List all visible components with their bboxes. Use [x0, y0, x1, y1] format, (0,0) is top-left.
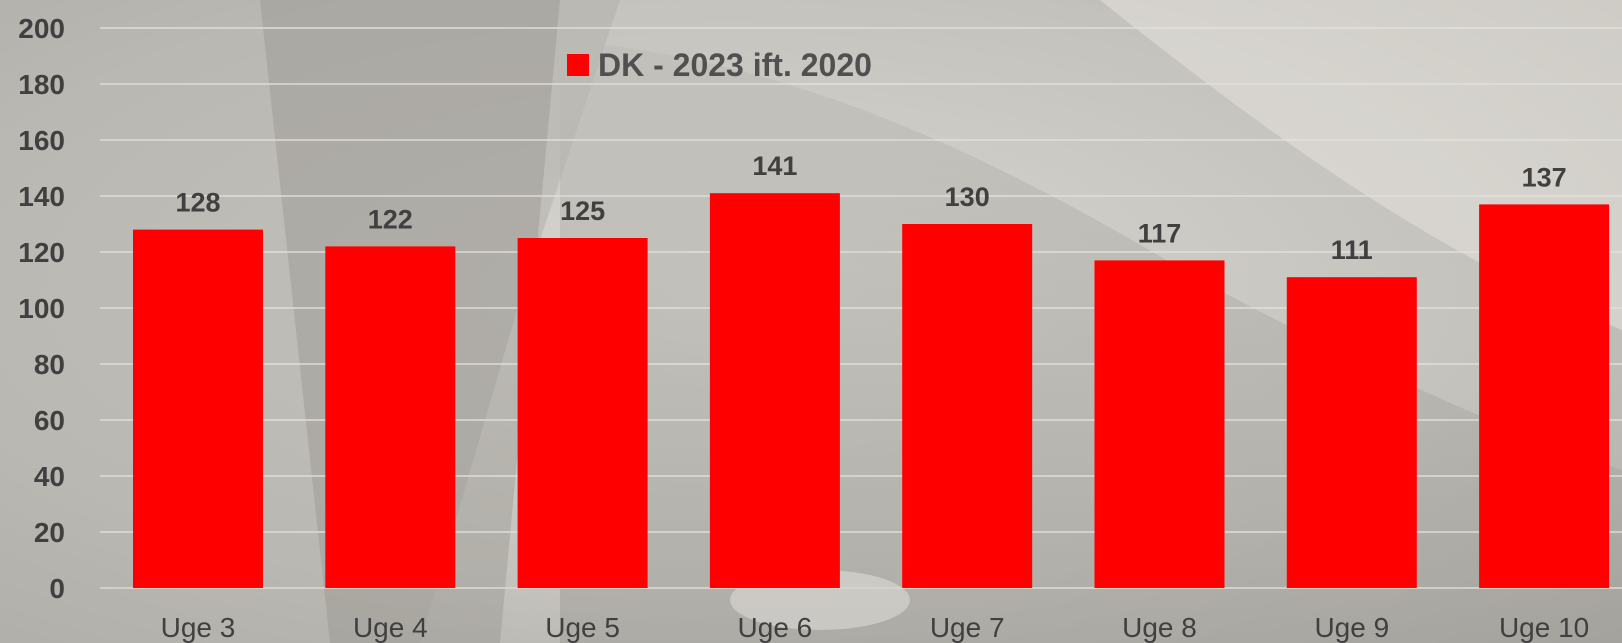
x-tick-label: Uge 5 [545, 612, 620, 643]
data-label: 117 [1138, 218, 1182, 248]
bar [133, 229, 263, 588]
x-axis-ticks: Uge 3 Uge 4 Uge 5 Uge 6 Uge 7 Uge 8 Uge 9 Uge 1… [161, 612, 1590, 643]
y-tick-label: 140 [18, 181, 65, 212]
y-tick-label: 80 [34, 349, 65, 380]
data-labels: 128 122 125 141 130 117 111 137 [175, 151, 1566, 265]
x-tick-label: Uge 6 [738, 612, 813, 643]
legend-swatch [567, 54, 589, 76]
data-label: 125 [560, 196, 605, 226]
y-axis-ticks: 0 20 40 60 80 100 120 140 160 180 200 [18, 13, 65, 604]
data-label: 141 [752, 151, 797, 181]
legend: DK - 2023 ift. 2020 [567, 47, 872, 83]
bar [517, 238, 648, 588]
x-tick-label: Uge 3 [161, 612, 236, 643]
y-tick-label: 60 [34, 405, 65, 436]
bar [1479, 204, 1610, 588]
legend-label: DK - 2023 ift. 2020 [598, 47, 872, 83]
y-tick-label: 100 [18, 293, 65, 324]
y-tick-label: 160 [18, 125, 65, 156]
data-label: 122 [368, 204, 413, 234]
bar [902, 224, 1033, 588]
x-tick-label: Uge 8 [1122, 612, 1197, 643]
x-tick-label: Uge 7 [930, 612, 1005, 643]
y-tick-label: 180 [18, 69, 65, 100]
data-label: 128 [175, 188, 220, 218]
x-tick-label: Uge 10 [1499, 612, 1589, 643]
bars [133, 193, 1610, 588]
x-tick-label: Uge 9 [1314, 612, 1389, 643]
bar [709, 193, 840, 588]
bar [325, 246, 456, 588]
bar [1286, 277, 1417, 588]
data-label: 111 [1331, 235, 1373, 265]
y-tick-label: 40 [34, 461, 65, 492]
y-tick-label: 200 [18, 13, 65, 44]
y-tick-label: 0 [49, 573, 65, 604]
data-label: 137 [1522, 162, 1567, 192]
bar [1094, 260, 1225, 588]
y-tick-label: 20 [34, 517, 65, 548]
x-tick-label: Uge 4 [353, 612, 428, 643]
y-tick-label: 120 [18, 237, 65, 268]
data-label: 130 [945, 182, 990, 212]
